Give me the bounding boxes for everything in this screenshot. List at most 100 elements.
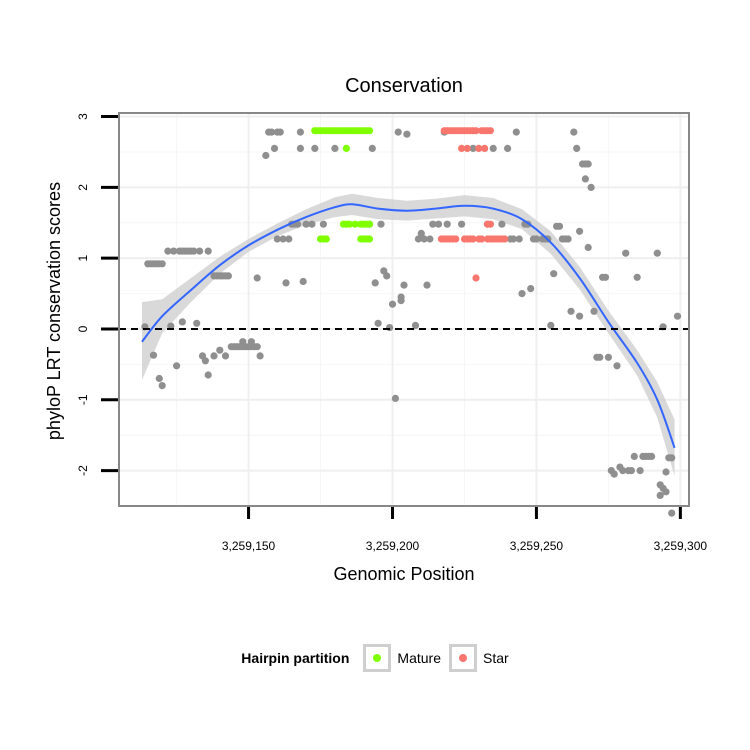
x-tick-label: 3,259,300	[654, 539, 708, 553]
data-point-other	[515, 235, 523, 243]
data-point-other	[668, 509, 676, 517]
data-point-other	[673, 312, 682, 320]
data-point-other	[158, 382, 166, 390]
points-layer	[141, 127, 682, 517]
legend-key-star	[449, 644, 477, 672]
data-point-other	[627, 467, 636, 475]
data-point-star	[458, 144, 466, 152]
data-point-other	[368, 144, 376, 152]
data-point-star	[481, 144, 489, 152]
data-point-other	[210, 352, 218, 360]
smooth-line-layer	[141, 203, 676, 449]
data-point-star	[475, 144, 483, 152]
data-point-star	[472, 127, 480, 135]
legend-item-mature: Mature	[363, 644, 441, 672]
data-point-other	[532, 235, 541, 243]
plot-border	[118, 112, 690, 507]
data-point-mature	[342, 144, 350, 152]
x-axis: 3,259,150 3,259,200 3,259,250 3,259,300	[222, 507, 708, 553]
legend-label-mature: Mature	[397, 650, 441, 666]
data-point-other	[383, 272, 391, 280]
data-point-other	[173, 362, 181, 370]
data-point-other	[417, 229, 425, 237]
data-point-other	[426, 235, 434, 243]
data-point-other	[573, 144, 581, 152]
legend-label-star: Star	[483, 650, 509, 666]
data-point-other	[576, 227, 584, 235]
data-point-other	[302, 220, 310, 228]
data-point-other	[391, 394, 399, 402]
data-point-other	[296, 128, 304, 136]
data-point-other	[285, 235, 293, 243]
data-point-other	[547, 321, 555, 329]
conservation-chart: Conservation Genomic Position phyloP LRT…	[44, 75, 708, 584]
data-point-other	[423, 281, 431, 289]
data-point-other	[204, 247, 212, 255]
data-point-other	[648, 452, 656, 460]
data-point-other	[400, 281, 408, 289]
data-point-other	[469, 144, 477, 152]
data-point-other	[584, 243, 592, 252]
data-point-other	[331, 144, 339, 152]
data-point-other	[374, 319, 382, 327]
data-point-mature	[345, 220, 353, 228]
data-point-other	[377, 220, 385, 228]
data-point-other	[619, 467, 627, 475]
data-point-other	[216, 346, 224, 354]
data-point-mature	[365, 127, 374, 135]
chart-title: Conservation	[345, 75, 463, 97]
y-axis: -2 -1 0 1 2 3	[76, 113, 118, 476]
data-point-other	[590, 307, 598, 315]
data-point-other	[221, 352, 230, 360]
data-point-other	[584, 160, 592, 168]
x-tick-label: 3,259,200	[366, 539, 420, 553]
data-point-other	[262, 151, 270, 160]
data-point-other	[633, 273, 641, 281]
data-point-other	[388, 300, 397, 308]
data-point-other	[273, 235, 281, 243]
data-point-other	[622, 249, 630, 257]
data-point-other	[308, 220, 316, 228]
smooth-line	[141, 203, 676, 449]
data-point-star	[463, 144, 471, 152]
data-point-other	[311, 144, 319, 152]
data-point-other	[247, 338, 255, 346]
data-point-other	[414, 235, 422, 243]
data-point-other	[610, 470, 618, 478]
data-point-other	[555, 222, 564, 230]
data-point-other	[190, 247, 198, 255]
data-point-other	[155, 374, 163, 383]
data-point-other	[371, 279, 379, 287]
x-tick-label: 3,259,250	[510, 539, 564, 553]
data-point-other	[196, 247, 204, 255]
data-point-other	[429, 220, 437, 228]
data-point-other	[564, 235, 572, 243]
data-point-other	[656, 491, 664, 499]
data-point-mature	[322, 235, 330, 243]
data-point-other	[604, 353, 613, 361]
y-axis-label: phyloP LRT conservation scores	[44, 182, 64, 440]
y-tick-label: 3	[76, 113, 90, 120]
data-point-other	[567, 307, 575, 315]
data-point-other	[386, 324, 394, 332]
data-point-mature	[365, 220, 374, 228]
data-point-other	[253, 343, 261, 351]
data-point-other	[630, 452, 638, 460]
y-tick-label: -2	[76, 465, 90, 476]
legend: Hairpin partition Mature Star	[0, 640, 750, 676]
x-tick-label: 3,259,150	[222, 539, 276, 553]
data-point-star	[469, 235, 477, 243]
legend-key-mature	[363, 644, 392, 672]
data-point-other	[509, 235, 517, 243]
data-point-other	[527, 285, 535, 293]
y-tick-label: 2	[76, 184, 90, 191]
data-point-other	[443, 220, 451, 228]
data-point-other	[570, 128, 578, 136]
star-dot-icon	[459, 654, 467, 662]
data-point-other	[204, 371, 212, 379]
legend-title: Hairpin partition	[241, 650, 350, 666]
data-point-other	[239, 338, 247, 346]
legend-item-star: Star	[449, 644, 509, 672]
data-point-other	[224, 272, 232, 280]
data-point-other	[518, 290, 526, 298]
